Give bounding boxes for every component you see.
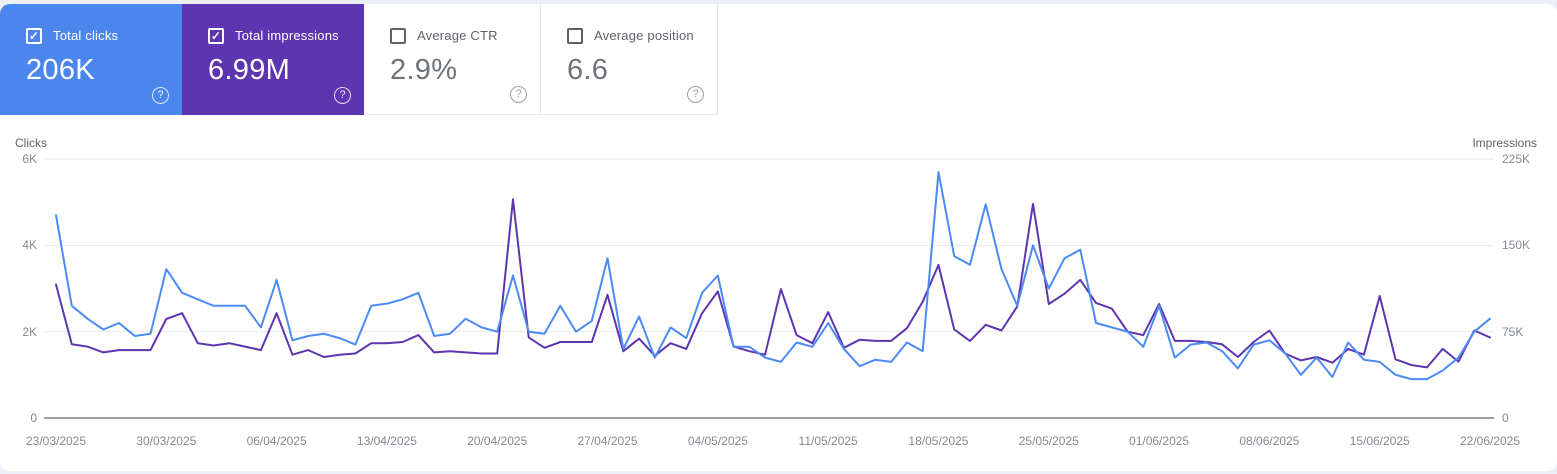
y-left-tick-label: 6K [22, 152, 37, 166]
metric-card-label: Average position [594, 28, 694, 43]
right-axis-title: Impressions [1472, 136, 1537, 150]
x-axis-tick-label: 01/06/2025 [1129, 434, 1190, 448]
checkbox-checked-icon[interactable]: ✓ [26, 28, 42, 44]
help-icon[interactable]: ? [510, 86, 527, 103]
x-axis-tick-label: 20/04/2025 [467, 434, 528, 448]
x-axis-tick-label: 27/04/2025 [577, 434, 638, 448]
checkbox-checked-icon[interactable]: ✓ [208, 28, 224, 44]
clicks-line[interactable] [55, 171, 1491, 381]
metric-card-label: Total impressions [235, 28, 339, 43]
y-left-tick-label: 0 [30, 411, 37, 425]
metric-card-total-impressions[interactable]: ✓ Total impressions 6.99M ? [182, 4, 364, 115]
help-icon[interactable]: ? [334, 87, 351, 104]
x-axis-tick-label: 15/06/2025 [1349, 434, 1410, 448]
metric-card-header: ✓ Total clicks [26, 28, 182, 44]
help-icon[interactable]: ? [152, 87, 169, 104]
metric-card-header: ✓ Total impressions [208, 28, 364, 44]
y-right-tick-label: 75K [1502, 324, 1524, 339]
checkbox-unchecked-icon[interactable] [390, 28, 406, 44]
x-axis-tick-label: 11/05/2025 [798, 434, 858, 448]
metric-card-value: 206K [26, 54, 95, 86]
x-axis-tick-label: 25/05/2025 [1018, 434, 1079, 448]
metric-card-label: Average CTR [417, 28, 498, 43]
x-axis-tick-label: 13/04/2025 [356, 434, 417, 448]
x-axis-tick-label: 22/06/2025 [1459, 434, 1521, 448]
metric-card-value: 6.6 [567, 54, 609, 86]
metric-card-label: Total clicks [53, 28, 119, 43]
impressions-line[interactable] [55, 198, 1491, 369]
y-right-tick-label: 0 [1502, 411, 1509, 425]
x-axis-tick-label: 08/06/2025 [1239, 434, 1300, 448]
metric-card-average-position[interactable]: Average position 6.6 ? [541, 4, 718, 115]
x-axis-tick-label: 23/03/2025 [25, 434, 87, 448]
metric-card-value: 6.99M [208, 54, 291, 86]
x-axis-tick-label: 18/05/2025 [908, 434, 969, 448]
metric-card-average-ctr[interactable]: Average CTR 2.9% ? [364, 4, 541, 115]
help-icon[interactable]: ? [687, 86, 704, 103]
metric-card-total-clicks[interactable]: ✓ Total clicks 206K ? [0, 4, 182, 115]
metric-card-header: Average CTR [390, 28, 540, 44]
y-right-tick-label: 225K [1502, 152, 1531, 166]
x-axis-tick-label: 06/04/2025 [246, 434, 307, 448]
x-axis-tick-label: 04/05/2025 [687, 434, 748, 448]
x-axis-tick-label: 30/03/2025 [136, 434, 197, 448]
y-right-tick-label: 150K [1502, 238, 1531, 253]
y-left-tick-label: 2K [22, 324, 37, 339]
y-left-tick-label: 4K [22, 238, 37, 253]
metric-card-header: Average position [567, 28, 717, 44]
left-axis-title: Clicks [15, 136, 47, 150]
metric-card-value: 2.9% [390, 54, 458, 86]
checkbox-unchecked-icon[interactable] [567, 28, 583, 44]
metric-cards: ✓ Total clicks 206K ? ✓ Total impression… [0, 4, 718, 115]
